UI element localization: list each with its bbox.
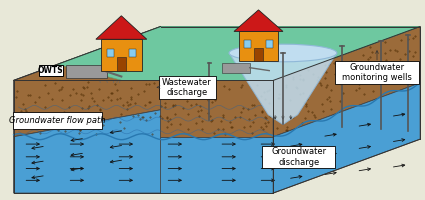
- Polygon shape: [273, 83, 420, 193]
- Polygon shape: [234, 10, 283, 31]
- FancyBboxPatch shape: [335, 61, 419, 84]
- Polygon shape: [229, 53, 337, 124]
- Bar: [254, 48, 263, 61]
- FancyBboxPatch shape: [159, 76, 216, 99]
- Bar: [129, 49, 136, 57]
- Bar: [239, 31, 278, 61]
- Polygon shape: [96, 16, 147, 39]
- Text: Groundwater flow path: Groundwater flow path: [9, 116, 106, 125]
- Bar: [65, 65, 107, 78]
- Text: Groundwater
monitoring wells: Groundwater monitoring wells: [342, 63, 412, 82]
- Bar: [107, 49, 114, 57]
- Polygon shape: [14, 27, 161, 137]
- Text: OWTS: OWTS: [38, 66, 64, 75]
- Text: Wastewater
discharge: Wastewater discharge: [162, 78, 212, 97]
- FancyBboxPatch shape: [13, 112, 102, 129]
- Polygon shape: [14, 110, 161, 193]
- Bar: [266, 40, 272, 48]
- Polygon shape: [14, 27, 420, 80]
- Polygon shape: [273, 27, 420, 137]
- Text: Groundwater
discharge: Groundwater discharge: [271, 147, 326, 167]
- Polygon shape: [14, 137, 273, 193]
- Bar: [117, 57, 126, 71]
- Bar: [222, 63, 249, 73]
- Bar: [101, 39, 142, 71]
- Polygon shape: [58, 27, 420, 80]
- Ellipse shape: [229, 44, 337, 62]
- Bar: [244, 40, 252, 48]
- FancyBboxPatch shape: [39, 65, 62, 76]
- FancyBboxPatch shape: [262, 146, 335, 168]
- Polygon shape: [14, 80, 273, 137]
